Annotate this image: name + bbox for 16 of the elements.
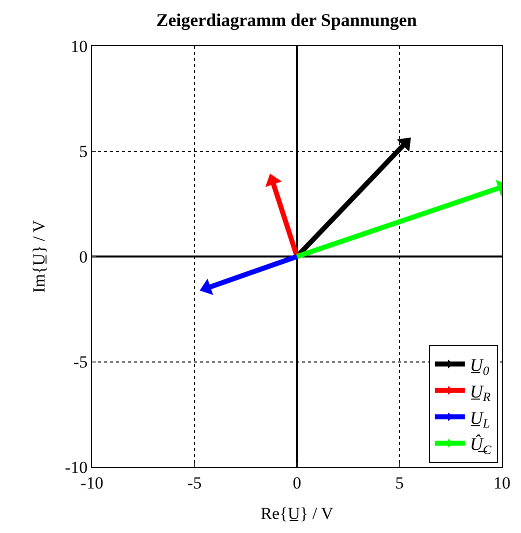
x-tick-label: 10	[494, 473, 510, 492]
y-tick-label: 10	[70, 36, 88, 56]
y-tick-label: -10	[64, 458, 88, 477]
y-tick-label: -5	[73, 352, 88, 372]
x-tick-label: 0	[292, 473, 302, 492]
legend-label: Û̲$_{C}$	[470, 434, 492, 457]
x-tick-label: 5	[395, 473, 404, 492]
y-tick-label: 5	[79, 142, 88, 162]
y-axis-title: Im{U̲} / V	[29, 219, 48, 293]
chart-title: Zeigerdiagramm der Spannungen	[156, 10, 417, 30]
y-tick-label: 0	[79, 247, 88, 266]
x-tick-label: -5	[187, 473, 202, 492]
legend-label: U̲$_{R}$	[470, 381, 491, 404]
legend-label: U̲$_{0}$	[470, 355, 490, 378]
x-axis-title: Re{U̲} / V	[260, 504, 334, 523]
legend-label: U̲$_{L}$	[470, 408, 490, 431]
